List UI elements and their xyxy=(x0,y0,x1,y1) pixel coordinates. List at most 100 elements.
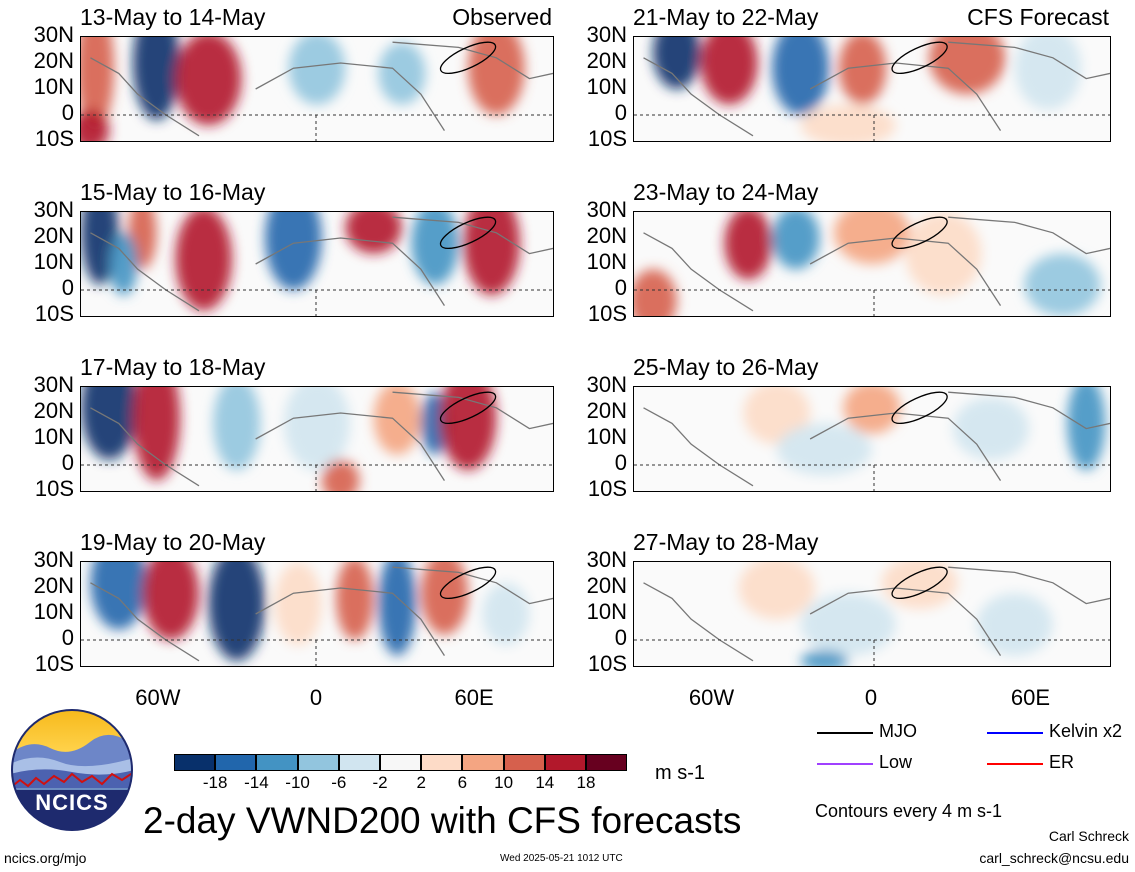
wind-anomaly-field xyxy=(81,37,553,141)
colorbar-tick-label: 6 xyxy=(457,773,468,792)
lat-label: 30N xyxy=(33,197,74,222)
lat-label: 10S xyxy=(34,651,74,676)
lat-label: 10N xyxy=(586,599,627,624)
panel-title: 15-May to 16-May xyxy=(80,179,266,205)
footer-url: ncics.org/mjo xyxy=(4,850,87,866)
legend-label: Low xyxy=(879,752,913,772)
legend-label: Kelvin x2 xyxy=(1049,721,1123,741)
colorbar-swatch xyxy=(256,754,298,771)
lat-label: 10N xyxy=(33,249,74,274)
lat-label: 30N xyxy=(586,372,627,397)
lat-label: 30N xyxy=(586,197,627,222)
lat-label: 0 xyxy=(61,275,74,300)
colorbar-units: m s-1 xyxy=(655,762,705,784)
lat-label: 20N xyxy=(586,48,627,73)
lat-label: 10S xyxy=(34,301,74,326)
panel-title: 21-May to 22-May xyxy=(633,4,819,30)
lat-label: 30N xyxy=(586,547,627,572)
panel-title: 19-May to 20-May xyxy=(80,529,266,555)
colorbar-swatch xyxy=(174,754,216,771)
wind-anomaly-field xyxy=(634,37,1110,141)
map-panel xyxy=(80,36,554,142)
footer-email: carl_schreck@ncsu.edu xyxy=(979,850,1129,866)
wind-anomaly-field xyxy=(81,562,553,666)
map-panel xyxy=(633,211,1111,317)
lat-label: 10S xyxy=(587,301,627,326)
lat-label: 10N xyxy=(33,424,74,449)
lon-label: 60W xyxy=(688,685,735,710)
footer-author: Carl Schreck xyxy=(1048,828,1129,844)
lat-label: 0 xyxy=(61,450,74,475)
main-title: 2-day VWND200 with CFS forecasts xyxy=(143,800,742,841)
wind-anomaly-field xyxy=(634,212,1110,316)
wind-anomaly-field xyxy=(634,387,1110,491)
lat-label: 0 xyxy=(614,625,627,650)
contour-note: Contours every 4 m s-1 xyxy=(815,801,1003,821)
colorbar-swatch xyxy=(297,754,339,771)
colorbar-tick-label: 10 xyxy=(494,773,514,792)
map-panel xyxy=(80,211,554,317)
wind-anomaly-field xyxy=(634,562,1110,666)
colorbar-tick-label: 18 xyxy=(576,773,596,792)
map-panel xyxy=(633,36,1111,142)
ncics-logo: NCICS xyxy=(10,708,134,832)
colorbar-swatch xyxy=(503,754,545,771)
lat-label: 20N xyxy=(586,223,627,248)
wind-anomaly-field xyxy=(81,212,553,316)
legend-label: ER xyxy=(1049,752,1075,772)
lat-label: 20N xyxy=(586,398,627,423)
panel-title: 27-May to 28-May xyxy=(633,529,819,555)
panel-title: 25-May to 26-May xyxy=(633,354,819,380)
wind-anomaly-field xyxy=(81,387,553,491)
lat-label: 10S xyxy=(34,126,74,151)
panel-title: 13-May to 14-May xyxy=(80,4,266,30)
lat-label: 20N xyxy=(33,223,74,248)
colorbar-tick-label: -18 xyxy=(202,773,228,792)
colorbar-swatch xyxy=(421,754,463,771)
legend-label: MJO xyxy=(879,721,917,741)
colorbar-tick-label: 14 xyxy=(535,773,555,792)
lat-label: 0 xyxy=(614,450,627,475)
colorbar-swatch xyxy=(544,754,586,771)
logo-text: NCICS xyxy=(35,790,109,815)
footer-timestamp: Wed 2025-05-21 1012 UTC xyxy=(500,853,623,864)
lat-label: 0 xyxy=(61,625,74,650)
colorbar-swatch xyxy=(338,754,380,771)
lat-label: 10N xyxy=(586,249,627,274)
lat-label: 20N xyxy=(33,48,74,73)
lon-label: 60E xyxy=(454,685,494,710)
lon-label: 60W xyxy=(135,685,181,710)
colorbar-tick-label: 2 xyxy=(416,773,426,792)
panel-corner-label: CFS Forecast xyxy=(967,4,1109,30)
lat-label: 0 xyxy=(614,275,627,300)
map-panel xyxy=(633,561,1111,667)
lat-label: 10S xyxy=(34,476,74,501)
colorbar-swatch xyxy=(462,754,504,771)
lat-label: 30N xyxy=(33,372,74,397)
panel-title: 23-May to 24-May xyxy=(633,179,819,205)
map-panel xyxy=(80,386,554,492)
lat-label: 20N xyxy=(586,573,627,598)
lat-label: 0 xyxy=(61,100,74,125)
legend-line-swatch xyxy=(987,732,1043,734)
colorbar-swatch xyxy=(586,754,628,771)
panel-title: 17-May to 18-May xyxy=(80,354,266,380)
legend-line-swatch xyxy=(817,732,873,734)
panel-corner-label: Observed xyxy=(452,4,552,30)
map-panel xyxy=(633,386,1111,492)
lon-label: 0 xyxy=(864,685,878,710)
colorbar-swatch xyxy=(215,754,257,771)
lat-label: 10N xyxy=(586,74,627,99)
lat-label: 10N xyxy=(586,424,627,449)
legend-line-swatch xyxy=(987,763,1043,765)
lat-label: 20N xyxy=(33,398,74,423)
lon-label: 60E xyxy=(1010,685,1051,710)
lat-label: 10N xyxy=(33,599,74,624)
colorbar-swatch xyxy=(380,754,422,771)
lat-label: 0 xyxy=(614,100,627,125)
lat-label: 20N xyxy=(33,573,74,598)
lat-label: 10S xyxy=(587,476,627,501)
lat-label: 10S xyxy=(587,126,627,151)
lon-label: 0 xyxy=(309,685,323,710)
lat-label: 30N xyxy=(33,22,74,47)
